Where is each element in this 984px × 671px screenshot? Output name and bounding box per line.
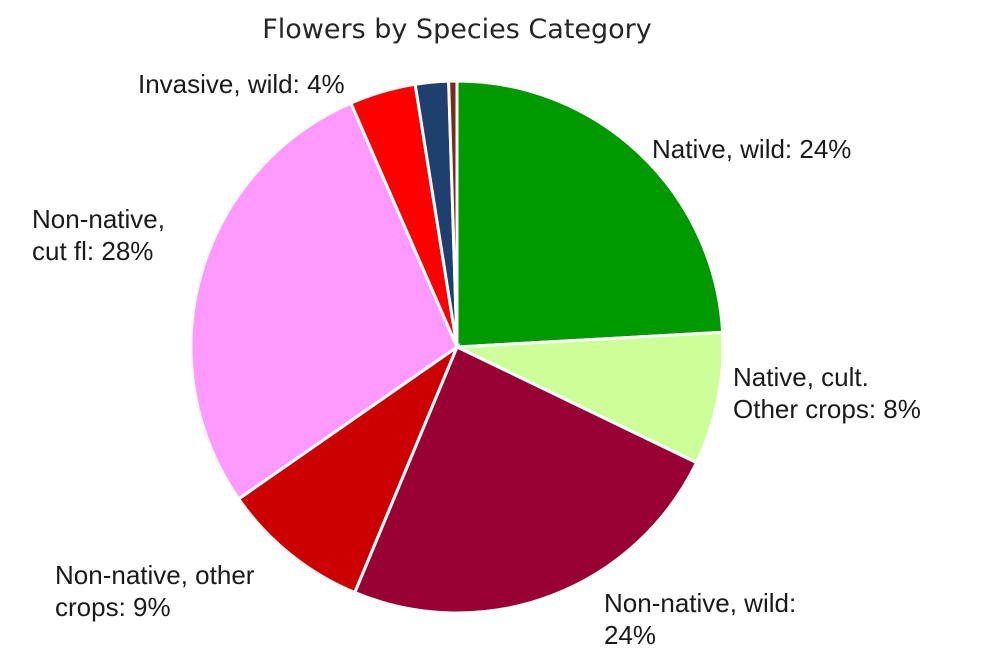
chart-title: Flowers by Species Category (262, 14, 652, 45)
pie-slice-1 (456, 330, 725, 465)
slice-label-line: Non-native, (32, 204, 165, 234)
slice-label-line: crops: 9% (55, 592, 171, 622)
slice-labels: Native, wild: 24% Native, cult. Other crop… (32, 69, 921, 650)
slice-label-line: Native, cult. (733, 362, 869, 392)
pie-slice-3 (236, 342, 461, 595)
slice-label-2: Non-native, wild: 24% (604, 588, 796, 650)
slice-label-line: Native, wild: 24% (652, 134, 851, 164)
slice-label-0: Native, wild: 24% (652, 134, 851, 164)
slice-label-5: Invasive, wild: 4% (138, 69, 345, 99)
slice-label-line: Invasive, wild: 4% (138, 69, 345, 99)
slice-label-4: Non-native, cut fl: 28% (32, 204, 165, 266)
slice-label-line: Non-native, other (55, 560, 255, 590)
pie-slice-0 (455, 79, 725, 349)
pie-slice-2 (352, 344, 699, 615)
pie-slice-7 (447, 79, 459, 348)
slice-label-3: Non-native, other crops: 9% (55, 560, 255, 622)
slice-label-line: Other crops: 8% (733, 394, 921, 424)
slice-label-line: cut fl: 28% (32, 236, 153, 266)
slice-label-line: 24% (604, 620, 656, 650)
pie-slices (189, 79, 725, 615)
slice-label-1: Native, cult. Other crops: 8% (733, 362, 921, 424)
slice-label-line: Non-native, wild: (604, 588, 796, 618)
pie-slice-4 (189, 101, 459, 501)
